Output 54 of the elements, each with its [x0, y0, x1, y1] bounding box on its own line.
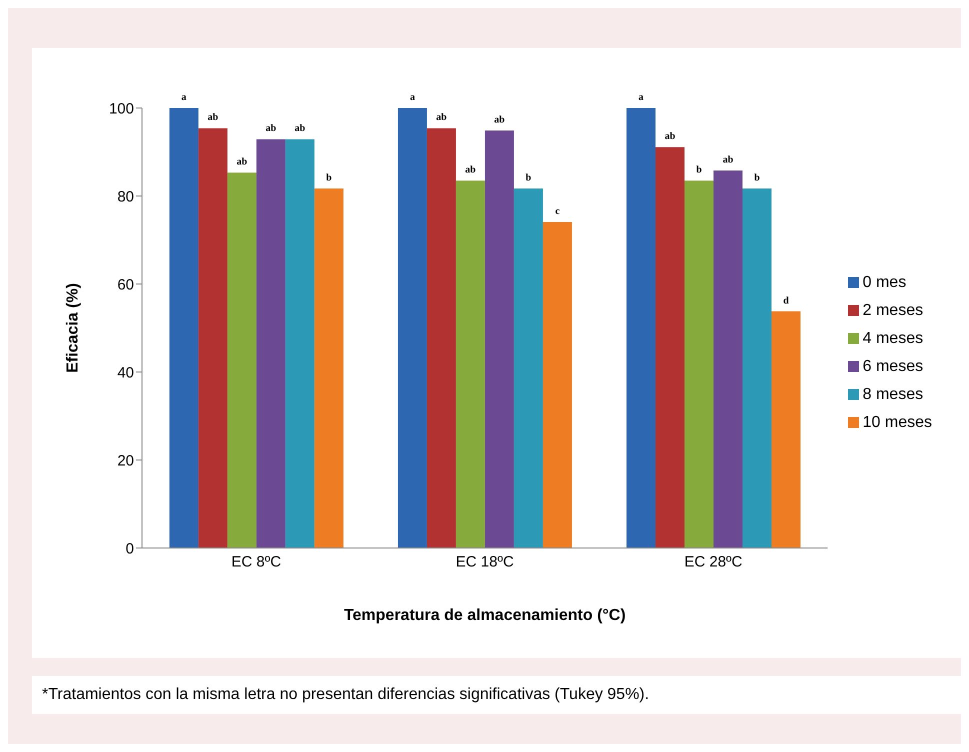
legend-label: 10 meses — [862, 414, 932, 431]
bar — [772, 311, 801, 548]
data-label: c — [555, 206, 560, 217]
legend-label: 6 meses — [862, 358, 924, 375]
bar — [626, 108, 656, 548]
y-tick-label: 60 — [117, 276, 134, 294]
y-axis-title: Eficacia (%) — [64, 283, 82, 373]
bar — [484, 130, 514, 548]
bar — [514, 188, 543, 548]
legend-label: 2 meses — [862, 302, 924, 319]
legend-label: 8 meses — [862, 386, 924, 403]
data-label: ab — [266, 123, 277, 134]
bar — [426, 128, 456, 548]
data-label: d — [783, 295, 790, 306]
legend-label: 4 meses — [862, 330, 924, 347]
data-label: ab — [722, 154, 734, 166]
bar — [456, 180, 485, 548]
data-label: ab — [436, 112, 448, 124]
x-tick-label: EC 18ºC — [456, 554, 514, 571]
bar — [714, 170, 743, 548]
bar — [198, 128, 228, 548]
y-tick-label: 100 — [108, 100, 134, 118]
y-tick-label: 40 — [117, 364, 134, 382]
data-label: a — [181, 92, 186, 103]
bar — [285, 139, 314, 548]
data-label: ab — [494, 114, 506, 126]
y-tick-label: 20 — [117, 452, 134, 470]
data-label: ab — [294, 123, 306, 134]
data-label: ab — [208, 112, 219, 124]
data-label: b — [696, 164, 702, 176]
data-label: b — [326, 172, 332, 184]
x-axis-title: Temperatura de almacenamiento (°C) — [344, 607, 626, 624]
text: *Tratamientos con la misma letra no presentan diferencias significativas (Tukey 95%). — [32, 676, 962, 714]
bar — [314, 188, 344, 548]
data-label: b — [526, 172, 532, 184]
x-tick-label: EC 8ºC — [231, 554, 282, 571]
bar — [742, 188, 772, 548]
data-label: ab — [465, 164, 476, 176]
data-label: b — [754, 172, 760, 184]
bar — [656, 147, 685, 548]
data-label: a — [638, 92, 644, 103]
data-label: a — [410, 92, 415, 103]
bar — [542, 222, 572, 548]
data-label: ab — [664, 131, 676, 142]
data-label: ab — [236, 156, 248, 168]
bar — [169, 108, 198, 548]
bar — [398, 108, 427, 548]
legend-label: 0 mes — [862, 274, 906, 291]
y-tick-label: 0 — [126, 540, 134, 558]
bar — [256, 139, 286, 548]
y-tick-label: 80 — [117, 188, 134, 206]
x-tick-label: EC 28ºC — [684, 554, 743, 571]
bar — [227, 172, 256, 548]
bar — [684, 180, 714, 548]
